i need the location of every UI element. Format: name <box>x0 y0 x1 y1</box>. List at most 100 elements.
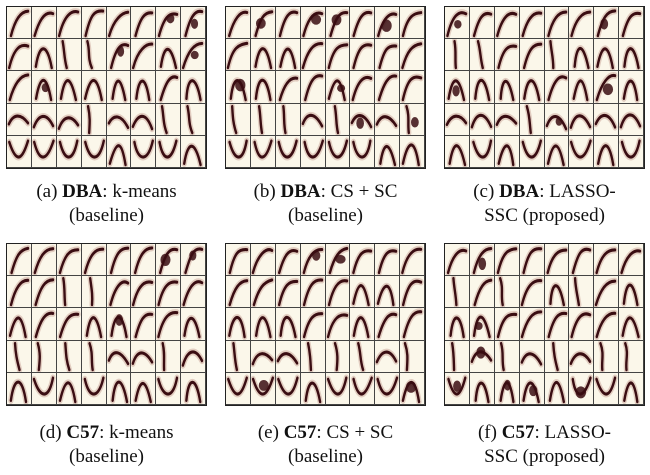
spectrogram-curve <box>279 316 297 339</box>
spectrogram-thumbnail <box>31 71 57 104</box>
spectrogram-curve <box>448 143 467 167</box>
spectrogram-thumbnail <box>275 135 301 168</box>
caption-method: CS + SC <box>326 422 394 443</box>
panel-f: (f) C57: LASSO- SSC (proposed) <box>444 243 645 473</box>
spectrogram-thumbnail <box>106 372 132 405</box>
spectrogram-blob <box>166 13 175 24</box>
panel-c: (c) DBA: LASSO- SSC (proposed) <box>444 6 645 236</box>
spectrogram-thumbnail <box>350 276 376 309</box>
spectrogram-thumbnail <box>544 135 570 168</box>
spectrogram-blob <box>555 116 562 126</box>
spectrogram-thumbnail <box>494 340 520 373</box>
spectrogram-curve <box>134 246 154 275</box>
caption-variant: (baseline) <box>288 205 363 226</box>
spectrogram-blob <box>528 384 538 396</box>
spectrogram-curve <box>228 10 249 38</box>
spectrogram-thumbnail <box>156 71 182 104</box>
spectrogram-curve <box>327 139 348 159</box>
spectrogram-thumbnail <box>619 372 644 405</box>
spectrogram-blob <box>600 18 609 30</box>
spectrogram-curve <box>352 284 371 307</box>
spectrogram-thumbnail <box>31 276 57 309</box>
spectrogram-curve <box>8 73 30 102</box>
spectrogram-curve <box>495 114 517 126</box>
spectrogram-curve <box>132 351 154 365</box>
spectrogram-curve <box>228 248 249 275</box>
spectrogram-thumbnail <box>300 372 326 405</box>
spectrogram-thumbnail <box>594 308 620 341</box>
spectrogram-curve <box>134 312 154 339</box>
spectrogram-curve <box>570 139 593 159</box>
spectrogram-curve <box>352 43 373 70</box>
spectrogram-thumbnail <box>31 7 57 40</box>
spectrogram-curve <box>378 44 398 70</box>
spectrogram-thumbnail <box>375 308 401 341</box>
spectrogram-curve <box>548 40 554 70</box>
spectrogram-thumbnail <box>569 71 595 104</box>
spectrogram-thumbnail <box>81 244 107 277</box>
spectrogram-thumbnail <box>350 340 376 373</box>
spectrogram-thumbnail <box>325 39 351 72</box>
spectrogram-curve <box>619 113 642 129</box>
spectrogram-thumbnail <box>469 103 495 136</box>
spectrogram-curve <box>595 74 617 102</box>
spectrogram-thumbnail <box>275 372 301 405</box>
spectrogram-thumbnail <box>400 103 425 136</box>
spectrogram-blob <box>575 386 587 399</box>
spectrogram-curve <box>623 381 639 404</box>
spectrogram-curve <box>301 42 323 70</box>
spectrogram-thumbnail <box>31 308 57 341</box>
spectrogram-thumbnail <box>519 39 545 72</box>
spectrogram-curve <box>277 280 298 307</box>
spectrogram-thumbnail <box>181 340 206 373</box>
spectrogram-thumbnail <box>469 39 495 72</box>
spectrogram-curve <box>59 79 77 102</box>
spectrogram-thumbnail <box>226 7 251 40</box>
spectrogram-thumbnail <box>400 372 425 405</box>
spectrogram-thumbnail <box>519 372 545 405</box>
spectrogram-thumbnail <box>569 372 595 405</box>
spectrogram-curve <box>302 278 323 307</box>
caption-label: (f) <box>477 422 497 443</box>
spectrogram-thumbnail <box>619 103 644 136</box>
spectrogram-curve <box>157 280 179 307</box>
spectrogram-thumbnail <box>350 135 376 168</box>
spectrogram-thumbnail <box>494 308 520 341</box>
spectrogram-curve <box>157 311 179 339</box>
spectrogram-grid <box>6 6 207 169</box>
spectrogram-curve <box>548 380 565 404</box>
spectrogram-curve <box>545 114 567 131</box>
caption-f: (f) C57: LASSO- SSC (proposed) <box>477 422 611 467</box>
spectrogram-thumbnail <box>250 244 276 277</box>
spectrogram-thumbnail <box>325 244 351 277</box>
panel-d: (d) C57: k-means (baseline) <box>6 243 207 473</box>
spectrogram-thumbnail <box>81 7 107 40</box>
spectrogram-thumbnail <box>275 103 301 136</box>
spectrogram-curve <box>110 380 128 404</box>
spectrogram-curve <box>548 284 565 307</box>
spectrogram-curve <box>472 315 491 339</box>
spectrogram-curve <box>83 79 103 102</box>
spectrogram-blob <box>478 257 486 271</box>
spectrogram-curve <box>472 139 492 159</box>
spectrogram-grid <box>6 243 207 406</box>
spectrogram-curve <box>32 376 55 396</box>
spectrogram-thumbnail <box>375 372 401 405</box>
spectrogram-curve <box>57 9 79 38</box>
spectrogram-thumbnail <box>375 135 401 168</box>
spectrogram-thumbnail <box>226 135 251 168</box>
spectrogram-thumbnail <box>325 308 351 341</box>
spectrogram-thumbnail <box>56 276 82 309</box>
spectrogram-blob <box>406 381 417 393</box>
spectrogram-curve <box>251 351 274 365</box>
spectrogram-curve <box>107 350 129 365</box>
spectrogram-curve <box>570 312 592 339</box>
caption-dataset: C57 <box>66 422 100 443</box>
spectrogram-curve <box>184 9 204 38</box>
spectrogram-curve <box>379 144 397 167</box>
spectrogram-thumbnail <box>181 372 206 405</box>
spectrogram-thumbnail <box>325 276 351 309</box>
caption-dataset: DBA <box>499 181 540 202</box>
spectrogram-curve <box>277 139 298 159</box>
spectrogram-curve <box>545 248 567 275</box>
